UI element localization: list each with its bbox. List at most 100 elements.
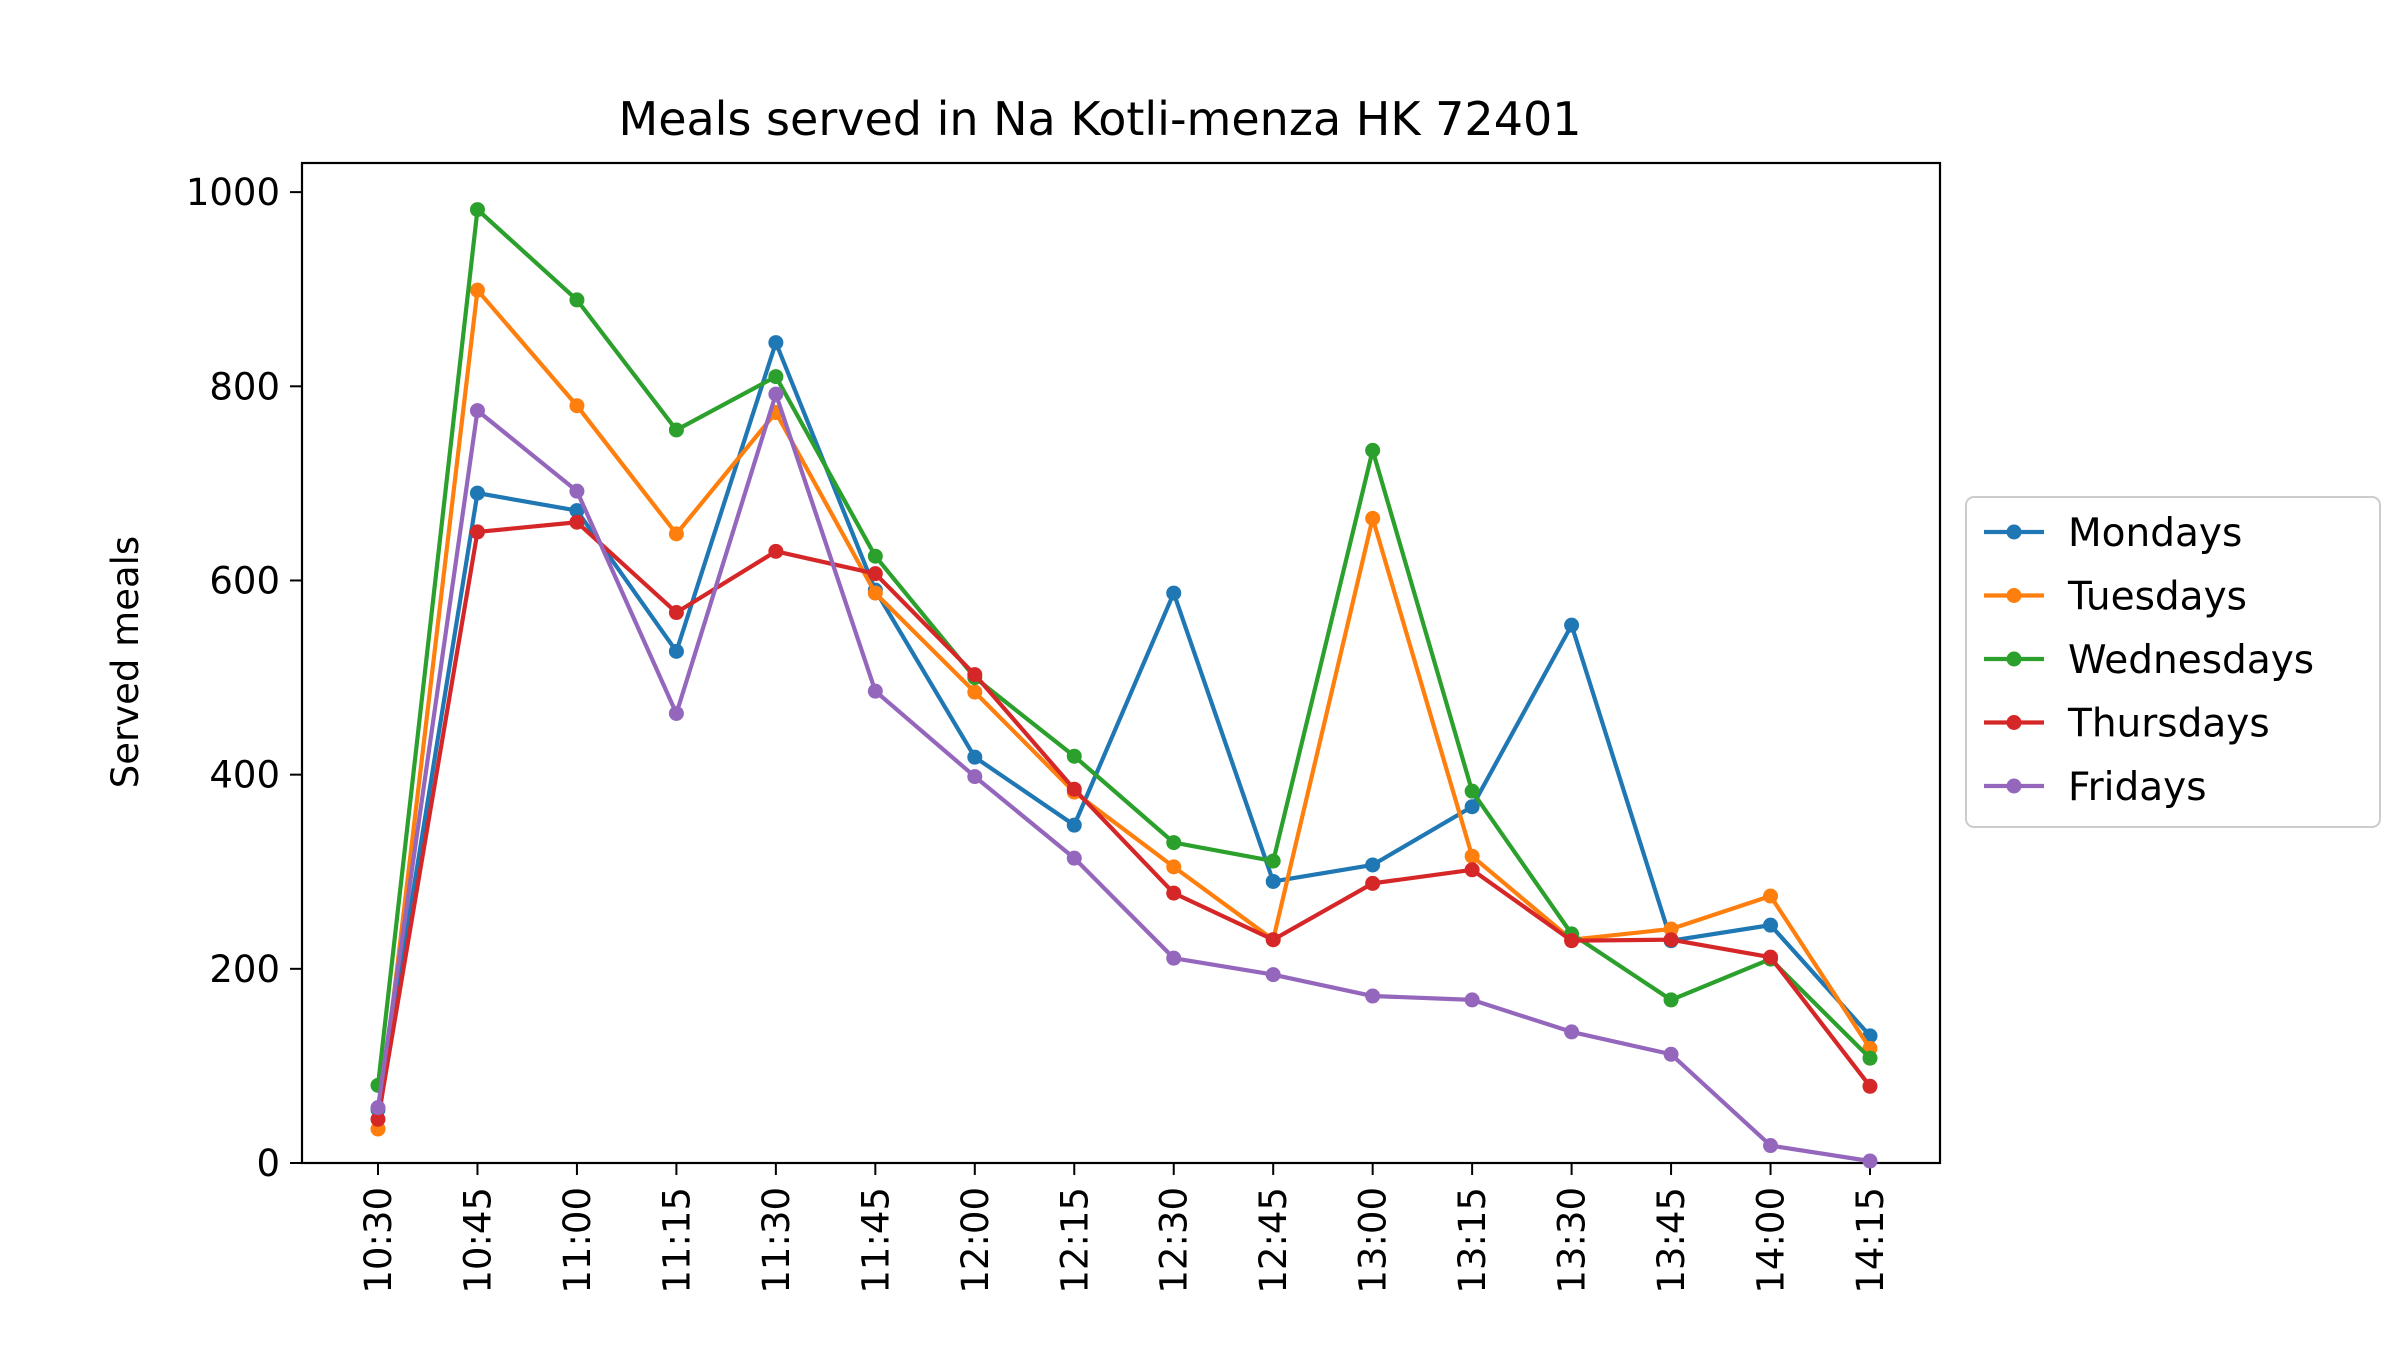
- legend-marker: [2006, 715, 2022, 730]
- data-point: [569, 398, 585, 414]
- data-point: [1166, 835, 1182, 851]
- data-point: [1365, 988, 1381, 1004]
- data-point: [1663, 1046, 1679, 1062]
- data-point: [668, 705, 684, 721]
- x-tick-label: 11:30: [755, 1187, 798, 1294]
- data-point: [1763, 888, 1779, 904]
- data-point: [867, 585, 883, 601]
- x-tick-label: 12:45: [1252, 1187, 1295, 1294]
- data-point: [1066, 748, 1082, 764]
- legend-marker: [2006, 651, 2022, 667]
- legend-item: Mondays: [1984, 511, 2242, 556]
- series-line: [375, 391, 1873, 1164]
- data-point: [569, 514, 585, 530]
- x-tick-label: 14:00: [1750, 1187, 1793, 1294]
- legend-item: Wednesdays: [1984, 638, 2314, 683]
- x-tick-label: 12:15: [1053, 1187, 1096, 1294]
- data-point: [469, 282, 485, 298]
- series-line: [375, 340, 1873, 1113]
- y-tick-label: 800: [209, 365, 280, 408]
- data-point: [1564, 1024, 1580, 1040]
- data-point: [1464, 862, 1480, 878]
- data-point: [1166, 585, 1182, 601]
- data-point: [1862, 1050, 1878, 1066]
- data-point: [1265, 932, 1281, 948]
- data-point: [1763, 949, 1779, 965]
- y-tick-label: 1000: [186, 171, 280, 214]
- x-tick-label: 11:00: [556, 1187, 599, 1294]
- data-point: [1265, 853, 1281, 869]
- x-tick-label: 11:15: [655, 1187, 698, 1294]
- data-point: [668, 605, 684, 621]
- data-point: [1663, 932, 1679, 948]
- data-point: [569, 503, 585, 519]
- data-point: [1066, 850, 1082, 866]
- data-point: [370, 1111, 386, 1127]
- data-point: [1265, 873, 1281, 889]
- data-point: [1166, 885, 1182, 901]
- data-point: [967, 769, 983, 785]
- data-point: [1365, 510, 1381, 526]
- data-point: [1464, 799, 1480, 815]
- chart-title: Meals served in Na Kotli-menza HK 72401: [619, 92, 1582, 146]
- legend-marker: [2006, 778, 2022, 794]
- series-line: [375, 520, 1873, 1122]
- y-tick-label: 600: [209, 559, 280, 602]
- data-point: [569, 483, 585, 499]
- data-point: [768, 543, 784, 559]
- data-point: [1365, 857, 1381, 873]
- data-point: [867, 566, 883, 582]
- data-point: [1663, 992, 1679, 1008]
- data-point: [668, 643, 684, 659]
- legend-item: Fridays: [1984, 765, 2207, 810]
- data-point: [1763, 917, 1779, 933]
- data-point: [668, 526, 684, 542]
- data-point: [569, 292, 585, 308]
- series-wednesdays: [370, 202, 1878, 1093]
- data-point: [768, 335, 784, 351]
- data-point: [1862, 1078, 1878, 1094]
- y-tick-label: 200: [209, 948, 280, 991]
- plot-frame: [300, 161, 1942, 1165]
- legend-box: [1965, 496, 2381, 828]
- legend-label: Wednesdays: [2068, 638, 2314, 683]
- data-point: [1464, 992, 1480, 1008]
- data-point: [1464, 848, 1480, 864]
- x-tick-label: 13:15: [1451, 1187, 1494, 1294]
- legend-marker: [2006, 588, 2022, 603]
- data-point: [1564, 933, 1580, 949]
- x-tick-label: 12:00: [954, 1187, 997, 1294]
- y-axis-label: Served meals: [104, 536, 147, 788]
- legend-label: Mondays: [2068, 511, 2242, 556]
- x-tick-label: 13:45: [1650, 1187, 1693, 1294]
- series-mondays: [370, 335, 1878, 1118]
- data-point: [1166, 859, 1182, 875]
- legend: Mondays Tuesdays Wednesdays Thursdays Friday…: [1965, 496, 2381, 828]
- data-point: [469, 403, 485, 419]
- data-point: [768, 386, 784, 402]
- series-thursdays: [370, 514, 1878, 1127]
- data-point: [469, 485, 485, 501]
- data-point: [1862, 1153, 1878, 1169]
- data-point: [967, 749, 983, 765]
- data-point: [1066, 817, 1082, 833]
- legend-item: Tuesdays: [1984, 575, 2247, 620]
- data-point: [469, 202, 485, 218]
- data-point: [1365, 875, 1381, 891]
- legend-label: Thursdays: [2067, 702, 2270, 747]
- data-point: [1265, 967, 1281, 983]
- data-point: [867, 548, 883, 564]
- x-tick-label: 11:45: [854, 1187, 897, 1294]
- series-line: [375, 207, 1873, 1088]
- data-point: [370, 1100, 386, 1116]
- data-point: [1365, 442, 1381, 458]
- x-tick-label: 10:30: [357, 1187, 400, 1294]
- plot-area: 0 200 400 600 800 1000 10:30 10:45 11:00 11:15 11:…: [186, 161, 1942, 1294]
- data-point: [967, 684, 983, 700]
- x-tick-label: 14:15: [1849, 1187, 1892, 1294]
- data-point: [768, 369, 784, 385]
- data-point: [469, 524, 485, 540]
- data-point: [867, 683, 883, 699]
